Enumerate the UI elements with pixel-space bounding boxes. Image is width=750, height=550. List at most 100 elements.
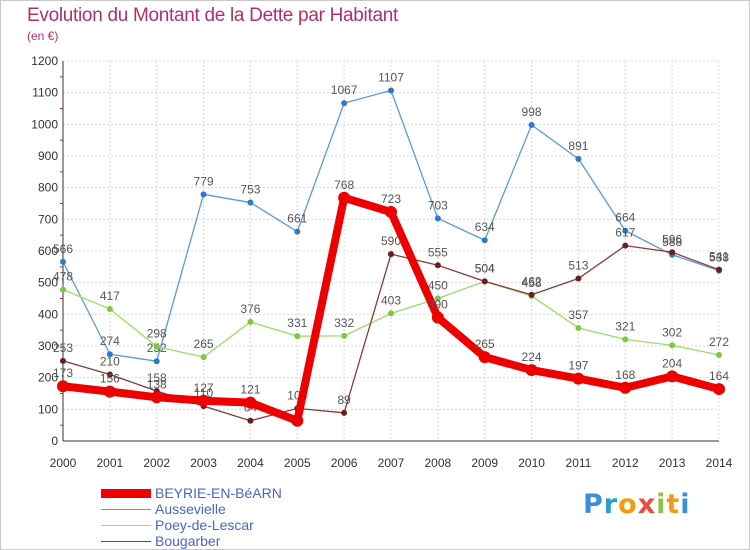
data-label: 403 — [381, 293, 401, 307]
x-tick-label: 2008 — [425, 456, 452, 470]
data-point — [431, 311, 444, 324]
data-label: 998 — [522, 105, 542, 119]
data-label: 390 — [428, 298, 448, 312]
data-point — [106, 371, 113, 378]
data-label: 265 — [475, 337, 495, 351]
y-tick-label: 1000 — [31, 117, 58, 131]
x-tick-label: 2001 — [97, 456, 124, 470]
data-point — [247, 417, 254, 424]
legend-item-beyrie: BEYRIE-EN-BéARN — [101, 485, 282, 501]
data-label: 1067 — [331, 83, 358, 97]
data-label: 197 — [568, 359, 588, 373]
logo-letter: P — [583, 489, 604, 520]
data-point — [294, 333, 301, 340]
data-label: 332 — [334, 316, 354, 330]
x-tick-label: 2010 — [518, 456, 545, 470]
y-tick-label: 400 — [38, 307, 58, 321]
data-label: 253 — [53, 341, 73, 355]
data-label: 458 — [522, 276, 542, 290]
logo-letter: x — [637, 489, 657, 520]
data-point — [525, 364, 538, 377]
data-point — [434, 262, 441, 269]
data-point — [575, 275, 582, 282]
data-label: 555 — [428, 245, 448, 259]
data-point — [669, 249, 676, 256]
data-label: 417 — [100, 289, 120, 303]
data-label: 274 — [100, 334, 120, 348]
y-tick-label: 600 — [38, 244, 58, 258]
data-point — [341, 100, 348, 107]
data-label: 164 — [709, 369, 729, 383]
data-label: 590 — [381, 234, 401, 248]
data-label: 541 — [709, 250, 729, 264]
y-tick-label: 800 — [38, 181, 58, 195]
data-label: 566 — [53, 242, 73, 256]
legend-label: Aussevielle — [155, 501, 226, 517]
data-point — [388, 310, 394, 317]
legend-swatch-bougarber — [101, 540, 151, 542]
data-point — [341, 332, 348, 339]
data-point — [150, 391, 163, 404]
data-point — [103, 385, 116, 398]
data-point — [57, 380, 69, 393]
data-label: 204 — [662, 356, 682, 370]
data-label: 376 — [240, 302, 260, 316]
legend-swatch-beyrie — [101, 488, 151, 498]
data-point — [200, 191, 207, 198]
data-label: 596 — [662, 232, 682, 246]
data-point — [481, 237, 488, 244]
data-label: 661 — [287, 212, 307, 226]
data-point — [666, 370, 679, 383]
data-label: 538 — [709, 251, 729, 265]
x-tick-label: 2014 — [706, 456, 733, 470]
data-label: 156 — [100, 372, 120, 386]
data-point — [106, 305, 113, 312]
data-label: 302 — [662, 325, 682, 339]
data-point — [478, 351, 491, 364]
data-label: 265 — [194, 337, 214, 351]
data-point — [338, 191, 351, 204]
data-point — [481, 278, 488, 285]
proxiti-logo: Proxiti — [583, 489, 691, 520]
x-tick-label: 2007 — [378, 456, 405, 470]
data-label: 127 — [194, 381, 214, 395]
data-point — [669, 342, 676, 349]
legend-label: Poey-de-Lescar — [155, 517, 254, 533]
data-label: 513 — [568, 259, 588, 273]
data-label: 504 — [475, 261, 495, 275]
y-tick-label: 500 — [38, 276, 58, 290]
data-label: 634 — [475, 220, 495, 234]
data-point — [575, 155, 582, 162]
data-point — [60, 258, 66, 265]
legend-label: Bougarber — [155, 533, 221, 549]
data-label: 664 — [615, 211, 635, 225]
data-label: 168 — [615, 368, 635, 382]
data-label: 210 — [100, 355, 120, 369]
data-label: 272 — [709, 335, 729, 349]
data-point — [716, 351, 722, 358]
x-tick-label: 2006 — [331, 456, 358, 470]
data-label: 617 — [615, 226, 635, 240]
legend-swatch-poey — [101, 524, 151, 526]
data-point — [60, 286, 66, 293]
data-label: 588 — [662, 235, 682, 249]
logo-letter: o — [618, 489, 638, 520]
x-tick-label: 2013 — [659, 456, 686, 470]
data-point — [622, 336, 629, 343]
y-tick-label: 1200 — [31, 54, 58, 68]
legend-item-poey: Poey-de-Lescar — [101, 517, 282, 533]
data-point — [388, 87, 394, 94]
data-label: 462 — [522, 275, 542, 289]
data-label: 723 — [381, 192, 401, 206]
logo-letter: t — [666, 489, 681, 520]
data-point — [385, 206, 397, 219]
x-tick-label: 2011 — [566, 456, 592, 470]
data-point — [197, 394, 210, 407]
data-point — [528, 291, 535, 298]
x-tick-label: 2004 — [237, 456, 264, 470]
data-label: 753 — [240, 183, 260, 197]
data-label: 331 — [287, 316, 307, 330]
data-point — [434, 215, 441, 222]
